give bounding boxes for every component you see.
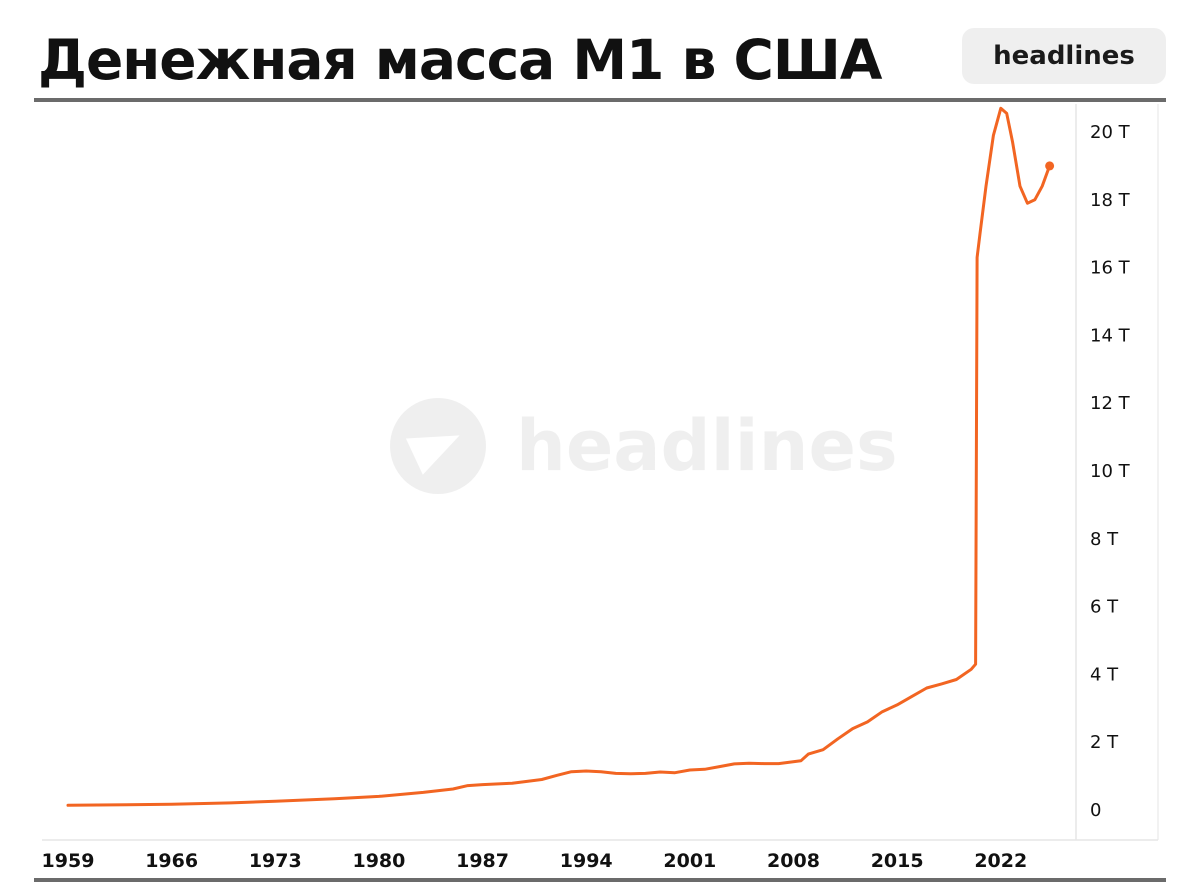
y-tick-label: 18 T	[1090, 190, 1131, 211]
y-tick-label: 0	[1090, 800, 1101, 821]
page-title: Денежная масса М1 в США	[38, 28, 882, 92]
y-tick-label: 14 T	[1090, 325, 1131, 346]
x-tick-label: 1959	[42, 850, 95, 872]
bottom-divider	[34, 878, 1166, 882]
x-tick-label: 1973	[249, 850, 302, 872]
series-end-point	[1045, 161, 1055, 171]
x-tick-label: 1966	[145, 850, 198, 872]
x-tick-label: 2001	[663, 850, 716, 872]
x-tick-label: 1980	[352, 850, 405, 872]
x-tick-label: 2015	[871, 850, 924, 872]
x-tick-label: 2022	[974, 850, 1027, 872]
top-divider	[34, 98, 1166, 102]
y-tick-label: 16 T	[1090, 258, 1131, 279]
series-line	[66, 106, 1052, 807]
y-tick-label: 8 T	[1090, 529, 1119, 550]
x-tick-label: 1987	[456, 850, 509, 872]
y-tick-label: 10 T	[1090, 461, 1131, 482]
y-tick-label: 2 T	[1090, 732, 1119, 753]
x-tick-label: 2008	[767, 850, 820, 872]
y-tick-label: 20 T	[1090, 122, 1131, 143]
y-tick-label: 6 T	[1090, 597, 1119, 618]
x-tick-label: 1994	[560, 850, 613, 872]
source-badge: headlines	[962, 28, 1166, 84]
y-tick-label: 12 T	[1090, 393, 1131, 414]
y-tick-label: 4 T	[1090, 664, 1119, 685]
